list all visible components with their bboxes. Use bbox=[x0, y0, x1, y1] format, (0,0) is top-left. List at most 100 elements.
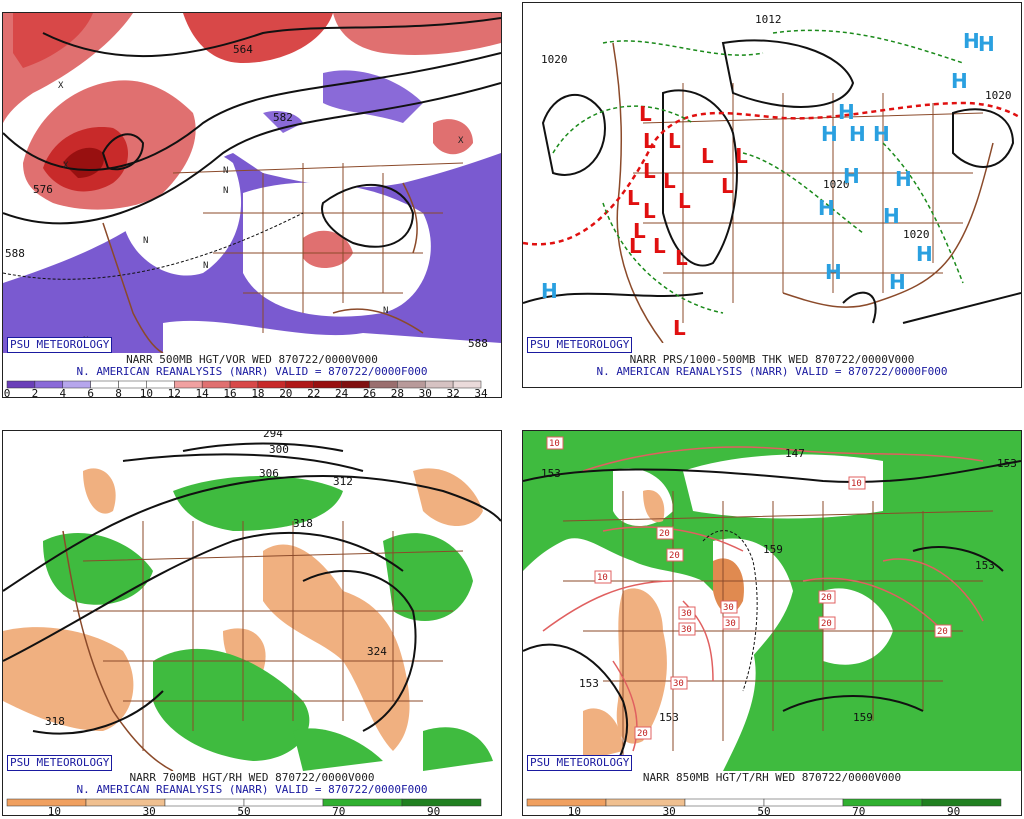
color-scale-rh: 10 30 50 70 90 bbox=[6, 798, 482, 816]
svg-text:20: 20 bbox=[659, 529, 670, 539]
panel-500mb-vorticity: 576 588 582 588 564 X X N N N N N N X PS… bbox=[2, 12, 502, 398]
contour-label: 306 bbox=[259, 467, 279, 480]
contour-label: 588 bbox=[468, 337, 488, 350]
temp-label: 20 bbox=[818, 590, 836, 604]
scale-label: 28 bbox=[391, 387, 404, 398]
low-center: L bbox=[643, 129, 656, 153]
scale-label: 24 bbox=[335, 387, 349, 398]
rh850-map: 153 147 153 153 159 153 159 153 10 20 20… bbox=[523, 431, 1021, 771]
temp-label: 10 bbox=[546, 436, 564, 450]
psu-meteorology-logo: PSU METEOROLOGY bbox=[7, 337, 113, 353]
low-center: L bbox=[627, 186, 640, 210]
scale-label: 70 bbox=[852, 805, 865, 816]
high-center: H bbox=[916, 242, 933, 266]
scale-label: 32 bbox=[446, 387, 459, 398]
svg-text:30: 30 bbox=[673, 679, 684, 689]
scale-swatch bbox=[684, 798, 765, 807]
isobar-label: 1020 bbox=[541, 53, 568, 66]
high-center: H bbox=[849, 122, 866, 146]
map-letter: N bbox=[223, 166, 228, 176]
scale-label: 18 bbox=[251, 387, 264, 398]
scale-label: 10 bbox=[140, 387, 153, 398]
low-center: L bbox=[639, 102, 652, 126]
svg-text:20: 20 bbox=[821, 619, 832, 629]
low-center: L bbox=[735, 144, 748, 168]
height-contour-labels: 153 147 153 153 159 153 159 153 bbox=[541, 447, 1017, 724]
low-center: L bbox=[653, 234, 666, 258]
contour-label: 294 bbox=[263, 431, 283, 440]
temp-label: 30 bbox=[720, 600, 738, 614]
isobar-label: 1020 bbox=[823, 178, 850, 191]
scale-label: 30 bbox=[143, 805, 156, 816]
pressure-map: 1020 1012 1020 1020 1020 H H H H H H H H… bbox=[523, 13, 1021, 343]
temp-label: 20 bbox=[666, 548, 684, 562]
high-center: H bbox=[978, 32, 995, 56]
product-title: NARR PRS/1000-500MB THK WED 870722/0000V… bbox=[629, 353, 915, 366]
scale-swatch bbox=[763, 798, 844, 807]
color-scale-rh850: 10 30 50 70 90 bbox=[526, 798, 1002, 816]
scale-label: 26 bbox=[363, 387, 376, 398]
contour-label: 153 bbox=[541, 467, 561, 480]
low-center: L bbox=[663, 169, 676, 193]
vorticity-map: 576 588 582 588 564 X X N N N N N N X bbox=[3, 13, 501, 353]
scale-swatch bbox=[526, 798, 607, 807]
contour-label: 153 bbox=[997, 457, 1017, 470]
contour-label: 159 bbox=[853, 711, 873, 724]
temp-label: 30 bbox=[670, 676, 688, 690]
scale-label: 30 bbox=[663, 805, 676, 816]
scale-label: 20 bbox=[279, 387, 292, 398]
temp-label: 30 bbox=[722, 616, 740, 630]
scale-label: 12 bbox=[168, 387, 181, 398]
scale-label: 50 bbox=[237, 805, 250, 816]
scale-swatch bbox=[452, 380, 482, 389]
high-center: H bbox=[541, 279, 558, 303]
low-center: L bbox=[721, 174, 734, 198]
contour-label: 564 bbox=[233, 43, 253, 56]
height-contour-labels: 294 300 306 312 318 324 318 bbox=[45, 431, 387, 728]
height-contour-labels: 576 588 582 588 564 bbox=[5, 43, 488, 350]
temperature-labels: 10 20 20 30 30 30 30 10 20 20 30 20 10 2… bbox=[546, 436, 952, 740]
contour-label: 318 bbox=[293, 517, 313, 530]
temp-label: 30 bbox=[678, 606, 696, 620]
scale-label: 6 bbox=[87, 387, 94, 398]
isobar-labels: 1020 1012 1020 1020 1020 bbox=[541, 13, 1012, 241]
psu-meteorology-logo: PSU METEOROLOGY bbox=[527, 337, 633, 353]
valid-time: N. AMERICAN REANALYSIS (NARR) VALID = 87… bbox=[76, 783, 428, 796]
svg-text:30: 30 bbox=[681, 609, 692, 619]
scale-label: 16 bbox=[223, 387, 236, 398]
panel-700mb-rh: 294 300 306 312 318 324 318 PSU METEOROL… bbox=[2, 430, 502, 816]
color-scale-vorticity: 0 2 4 6 8 10 12 14 16 18 20 22 24 26 28 30 32 34 bbox=[4, 380, 488, 398]
scale-swatch bbox=[6, 798, 87, 807]
contour-label: 312 bbox=[333, 475, 353, 488]
scale-label: 14 bbox=[196, 387, 210, 398]
scale-label: 34 bbox=[474, 387, 488, 398]
map-letter: N bbox=[203, 261, 208, 271]
isobar-label: 1020 bbox=[903, 228, 930, 241]
scale-label: 4 bbox=[59, 387, 66, 398]
psu-meteorology-logo: PSU METEOROLOGY bbox=[7, 755, 113, 771]
scale-label: 0 bbox=[4, 387, 11, 398]
isobar-label: 1020 bbox=[985, 89, 1012, 102]
svg-text:30: 30 bbox=[725, 619, 736, 629]
contour-label: 147 bbox=[785, 447, 805, 460]
valid-time: N. AMERICAN REANALYSIS (NARR) VALID = 87… bbox=[596, 365, 948, 378]
low-center: L bbox=[675, 246, 688, 270]
scale-label: 90 bbox=[947, 805, 960, 816]
svg-text:10: 10 bbox=[597, 573, 608, 583]
scale-label: 22 bbox=[307, 387, 320, 398]
contour-label: 318 bbox=[45, 715, 65, 728]
low-center: L bbox=[701, 144, 714, 168]
product-title: NARR 850MB HGT/T/RH WED 870722/0000V000 bbox=[642, 771, 902, 784]
high-center: H bbox=[963, 29, 980, 53]
low-center: L bbox=[673, 316, 686, 340]
scale-label: 50 bbox=[757, 805, 770, 816]
panel-850mb-t-rh: 153 147 153 153 159 153 159 153 10 20 20… bbox=[522, 430, 1022, 816]
temp-label: 10 bbox=[848, 476, 866, 490]
map-letter: N bbox=[223, 186, 228, 196]
rh700-map: 294 300 306 312 318 324 318 bbox=[3, 431, 501, 771]
high-center: H bbox=[889, 270, 906, 294]
low-center: L bbox=[643, 159, 656, 183]
map-letter: X bbox=[458, 136, 464, 146]
svg-text:20: 20 bbox=[669, 551, 680, 561]
svg-text:10: 10 bbox=[549, 439, 560, 449]
